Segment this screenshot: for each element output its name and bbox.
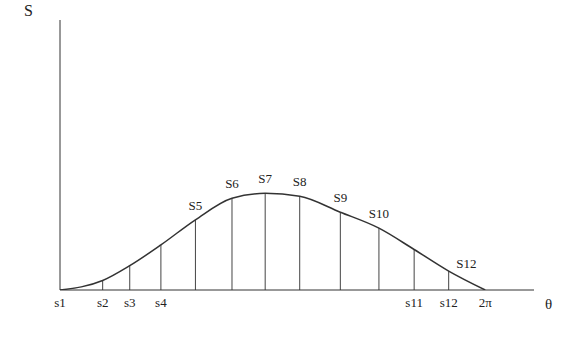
svg-text:S7: S7 [258, 171, 272, 186]
svg-text:s2: s2 [97, 295, 109, 310]
svg-text:S10: S10 [369, 206, 389, 221]
svg-text:S8: S8 [293, 174, 307, 189]
svg-text:s4: s4 [155, 295, 167, 310]
svg-text:s11: s11 [405, 295, 423, 310]
svg-text:S9: S9 [333, 190, 347, 205]
svg-text:s12: s12 [440, 295, 458, 310]
svg-text:S5: S5 [189, 198, 203, 213]
svg-text:S6: S6 [225, 176, 239, 191]
svg-text:s3: s3 [124, 295, 136, 310]
svg-text:2π: 2π [479, 295, 493, 310]
html-text:θ: θ [545, 296, 553, 312]
svg-text:s1: s1 [54, 295, 66, 310]
svg-text:S12: S12 [456, 256, 476, 271]
html-text:S: S [24, 2, 33, 19]
